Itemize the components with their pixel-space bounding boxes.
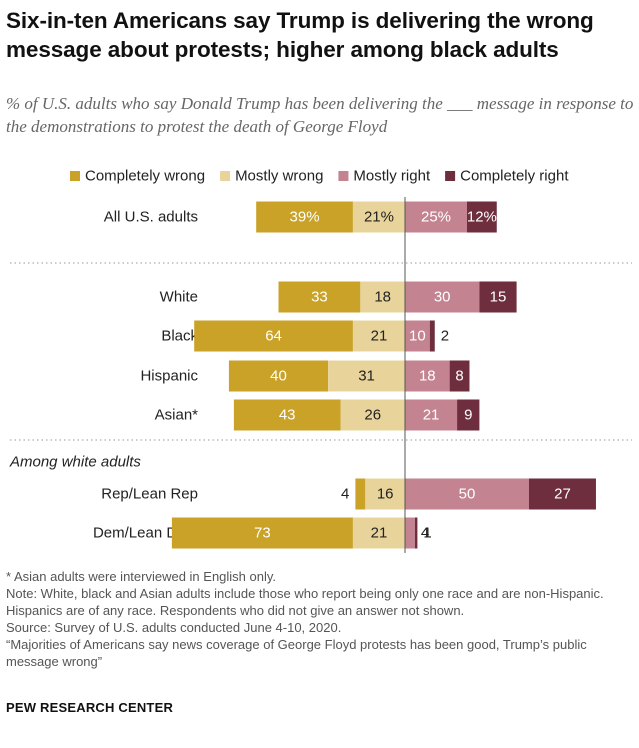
bar-mostly_right [405, 399, 458, 431]
row-label: Hispanic [140, 368, 198, 385]
legend-swatch-mostly_wrong [220, 171, 231, 181]
bar-completely_right [414, 517, 418, 549]
data-label-completely_wrong: 64 [265, 328, 282, 345]
legend-label-completely_right: Completely right [460, 168, 569, 185]
data-label-mostly_right: 30 [434, 289, 451, 306]
legend-label-completely_wrong: Completely wrong [85, 168, 205, 185]
bar-mostly_wrong [352, 320, 405, 352]
row-label: Dem/Lean Dem [93, 525, 198, 542]
legend-swatch-completely_wrong [70, 171, 80, 181]
data-label-mostly_wrong: 16 [377, 486, 394, 503]
data-label-mostly_wrong: 21 [371, 328, 388, 345]
data-label-mostly_wrong: 26 [364, 407, 381, 424]
bar-mostly_wrong [365, 478, 405, 510]
bar-completely_right [429, 320, 435, 352]
footer: * Asian adults were interviewed in Engli… [6, 568, 634, 670]
row-label: All U.S. adults [104, 209, 198, 226]
data-label-completely_wrong: 33 [311, 289, 328, 306]
row-label: Black [161, 328, 198, 345]
asterisk-note: * Asian adults were interviewed in Engli… [6, 569, 277, 584]
data-label-mostly_right: 10 [409, 328, 426, 345]
row-label: Rep/Lean Rep [101, 486, 198, 503]
row-label: Asian* [155, 407, 199, 424]
data-label-mostly_right: 18 [419, 368, 436, 385]
bar-mostly_right [405, 478, 529, 510]
group-label-white-adults: Among white adults [9, 454, 141, 471]
bar-completely_wrong [355, 478, 366, 510]
data-label-completely_wrong: 40 [270, 368, 287, 385]
bar-completely_right [457, 399, 480, 431]
data-label-completely_right: 27 [554, 486, 571, 503]
data-label-completely_right: 8 [455, 368, 463, 385]
bar-completely_right [479, 281, 517, 313]
data-label-mostly_wrong: 21% [364, 209, 394, 226]
data-label-mostly_wrong: 18 [374, 289, 391, 306]
data-label-mostly_right: 4 [421, 525, 429, 542]
bar-completely_wrong [171, 517, 353, 549]
data-label-completely_right: 12% [467, 209, 497, 226]
data-label-mostly_right: 21 [423, 407, 440, 424]
data-label-completely_wrong: 73 [254, 525, 271, 542]
bar-mostly_right [405, 517, 415, 549]
data-label-completely_right: 2 [441, 328, 449, 345]
data-label-completely_right: 15 [490, 289, 507, 306]
bar-mostly_wrong [352, 517, 405, 549]
bar-completely_wrong [256, 201, 353, 233]
bar-mostly_wrong [328, 360, 405, 392]
bar-mostly_wrong [360, 281, 405, 313]
bar-completely_right [449, 360, 470, 392]
chart-subtitle: % of U.S. adults who say Donald Trump ha… [6, 94, 634, 136]
legend-swatch-mostly_right [338, 171, 349, 181]
bar-mostly_right [405, 201, 467, 233]
data-label-completely_wrong: 39% [290, 209, 320, 226]
data-label-completely_right: 1 [423, 525, 431, 542]
data-label-mostly_right: 25% [421, 209, 451, 226]
data-label-completely_wrong: 43 [279, 407, 296, 424]
data-label-mostly_wrong: 31 [358, 368, 375, 385]
bar-mostly_right [405, 360, 450, 392]
bar-completely_wrong [233, 399, 341, 431]
row-label: White [160, 289, 198, 306]
bar-completely_right [529, 478, 596, 510]
data-label-mostly_right: 50 [459, 486, 476, 503]
legend-label-mostly_right: Mostly right [353, 168, 431, 185]
note: Note: White, black and Asian adults incl… [6, 586, 604, 618]
data-label-completely_right: 9 [464, 407, 472, 424]
bar-completely_wrong [278, 281, 361, 313]
source: Source: Survey of U.S. adults conducted … [6, 620, 342, 635]
bar-mostly_right [405, 320, 430, 352]
chart-title: Six-in-ten Americans say Trump is delive… [6, 8, 594, 62]
data-label-mostly_wrong: 21 [371, 525, 388, 542]
credit: PEW RESEARCH CENTER [6, 700, 174, 715]
bar-completely_right [467, 201, 497, 233]
bar-mostly_wrong [352, 201, 405, 233]
report-title: “Majorities of Americans say news covera… [6, 637, 587, 669]
bar-mostly_right [405, 281, 480, 313]
bar-mostly_wrong [340, 399, 405, 431]
legend-label-mostly_wrong: Mostly wrong [235, 168, 323, 185]
bar-completely_wrong [228, 360, 329, 392]
legend-swatch-completely_right [445, 171, 456, 181]
bar-completely_wrong [194, 320, 353, 352]
data-label-completely_wrong: 4 [341, 486, 349, 503]
